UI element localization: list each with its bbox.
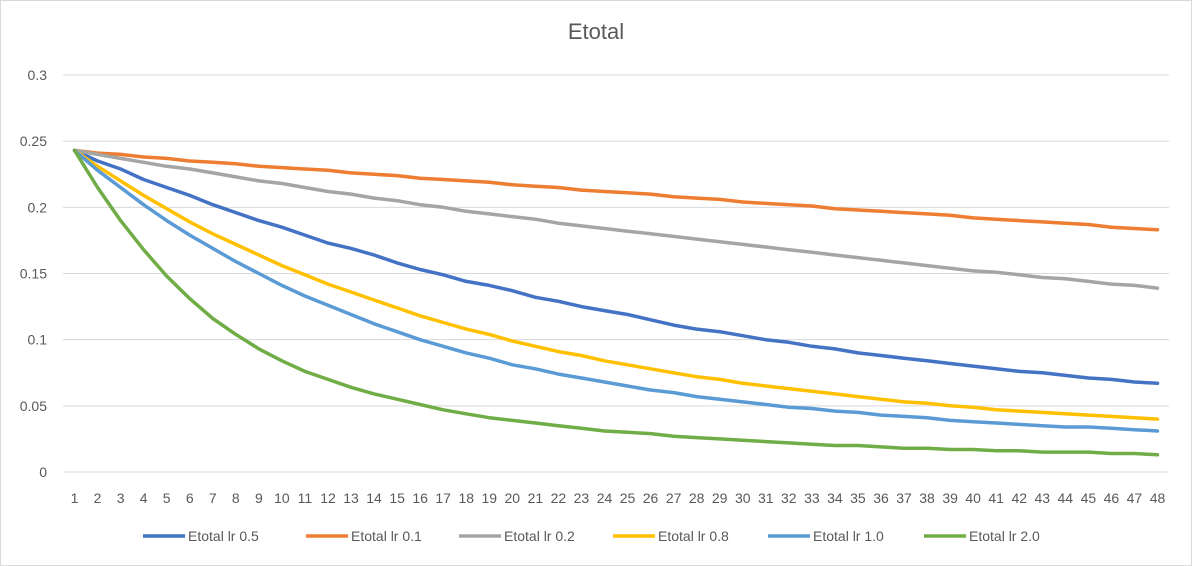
x-tick-label: 17 [435,490,451,506]
x-tick-label: 34 [827,490,843,506]
x-tick-label: 47 [1127,490,1143,506]
chart-title: Etotal [568,19,624,44]
x-tick-label: 36 [873,490,889,506]
x-tick-label: 37 [896,490,912,506]
series-line-1 [72,148,1160,232]
x-tick-label: 32 [781,490,797,506]
x-tick-label: 27 [666,490,682,506]
series-line-2 [72,148,1160,290]
legend-label: Etotal lr 0.1 [351,528,422,544]
x-tick-label: 12 [320,490,336,506]
x-tick-label: 33 [804,490,820,506]
x-tick-label: 46 [1104,490,1120,506]
series-line-3 [72,148,1160,421]
x-tick-label: 22 [551,490,567,506]
x-tick-label: 16 [412,490,428,506]
x-tick-label: 29 [712,490,728,506]
legend-label: Etotal lr 0.2 [504,528,575,544]
x-tick-label: 31 [758,490,774,506]
x-tick-label: 5 [163,490,171,506]
x-tick-label: 43 [1034,490,1050,506]
x-tick-label: 21 [528,490,544,506]
x-tick-label: 4 [140,490,148,506]
y-tick-label: 0.3 [28,67,48,83]
x-tick-label: 15 [389,490,405,506]
x-tick-label: 41 [988,490,1004,506]
x-tick-label: 39 [942,490,958,506]
x-tick-label: 42 [1011,490,1027,506]
x-tick-label: 13 [343,490,359,506]
legend-label: Etotal lr 2.0 [969,528,1040,544]
x-tick-label: 14 [366,490,382,506]
y-tick-label: 0.1 [28,332,48,348]
x-tick-label: 9 [255,490,263,506]
y-tick-label: 0.05 [20,398,47,414]
x-tick-label: 7 [209,490,217,506]
x-tick-label: 8 [232,490,240,506]
x-tick-label: 6 [186,490,194,506]
x-tick-label: 38 [919,490,935,506]
x-tick-label: 19 [481,490,497,506]
x-tick-label: 11 [298,490,313,506]
y-axis-ticks: 0 0.05 0.1 0.15 0.2 0.25 0.3 [20,67,47,480]
x-tick-label: 45 [1081,490,1097,506]
legend-label: Etotal lr 0.5 [188,528,259,544]
series-line-4 [72,148,1160,433]
x-tick-label: 2 [94,490,102,506]
series-line-0 [72,148,1160,386]
x-tick-label: 44 [1058,490,1074,506]
x-tick-label: 18 [458,490,474,506]
x-tick-label: 26 [643,490,659,506]
x-axis-ticks: 1 2 3 4 5 6 7 8 9 10 11 12 13 14 15 16 17 18 19 20 21 22 23 24 2… [71,490,1166,506]
y-tick-label: 0.25 [20,133,47,149]
x-tick-label: 28 [689,490,705,506]
x-tick-label: 1 [71,490,79,506]
series-lines [72,148,1160,457]
x-tick-label: 25 [620,490,636,506]
legend: Etotal lr 0.5 Etotal lr 0.1 Etotal lr 0.2 E… [143,528,1040,544]
series-line-5 [72,148,1160,457]
x-tick-label: 24 [597,490,613,506]
x-tick-label: 48 [1150,490,1166,506]
x-tick-label: 3 [117,490,125,506]
y-tick-label: 0 [39,464,47,480]
x-tick-label: 35 [850,490,866,506]
y-tick-label: 0.2 [28,199,48,215]
x-tick-label: 40 [965,490,981,506]
x-tick-label: 10 [274,490,290,506]
legend-label: Etotal lr 1.0 [813,528,884,544]
x-tick-label: 23 [574,490,590,506]
legend-label: Etotal lr 0.8 [658,528,729,544]
y-tick-label: 0.15 [20,266,47,282]
x-tick-label: 20 [505,490,521,506]
x-tick-label: 30 [735,490,751,506]
